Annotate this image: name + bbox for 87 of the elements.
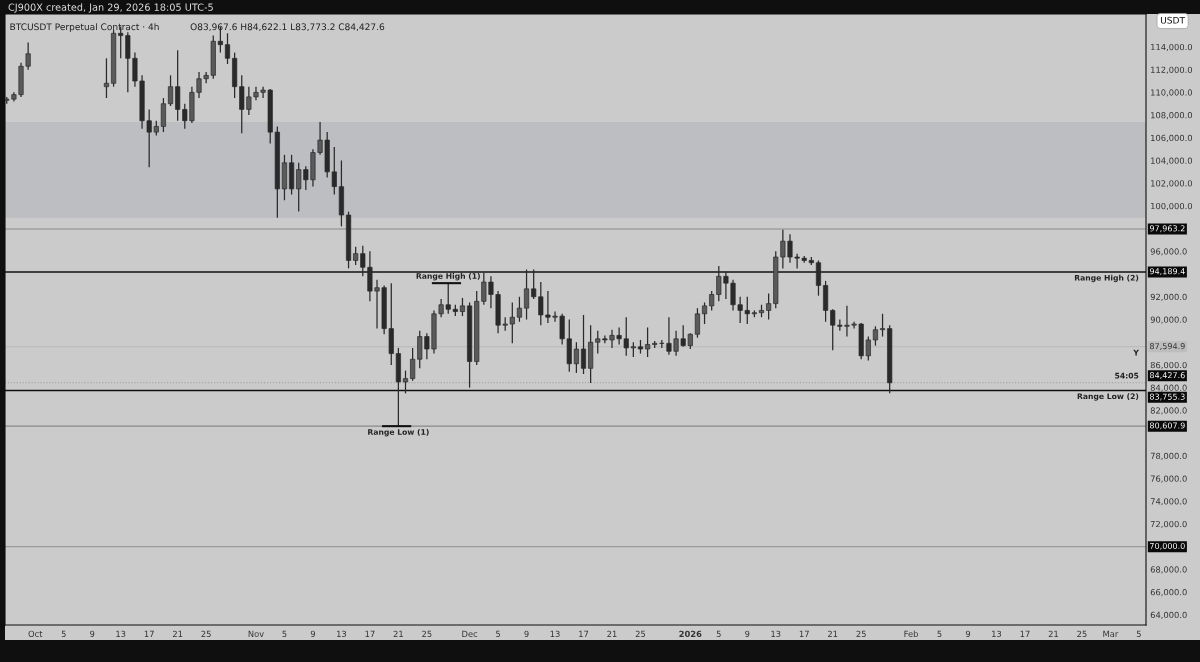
- ref-line-label: 84,427.6: [1149, 372, 1185, 379]
- x-tick-label: 13: [992, 630, 1002, 638]
- ref-line-label: 80,607.9: [1149, 422, 1185, 430]
- candlestick: [516, 296, 522, 323]
- candlestick: [459, 297, 466, 317]
- x-tick-label: Oct: [28, 630, 43, 638]
- y-tick-label: 74,000.0: [1150, 498, 1187, 506]
- x-tick-label: 9: [310, 630, 316, 638]
- candlestick: [815, 259, 822, 297]
- x-tick-label: 9: [965, 630, 971, 638]
- y-tick-label: 86,000.0: [1150, 361, 1187, 370]
- candlestick: [645, 326, 651, 358]
- x-tick-label: 9: [90, 630, 95, 638]
- y-tick-label: 110,000.0: [1151, 89, 1193, 97]
- x-tick-label: 21: [393, 630, 403, 637]
- x-tick-label: 13: [337, 630, 347, 638]
- y-tick-label: 112,000.0: [1151, 66, 1193, 74]
- candlestick: [872, 325, 878, 347]
- x-tick-label: 13: [116, 630, 126, 638]
- ref-line-label: 83,755.3: [1149, 393, 1185, 401]
- x-tick-label: 17: [799, 630, 809, 637]
- candlestick: [880, 313, 886, 338]
- x-tick-label: 13: [771, 630, 781, 638]
- text: O83,967.6 H84,622.1 L83,773.2 C84,427.6: [190, 23, 385, 32]
- y-tick-label: 96,000.0: [1150, 248, 1187, 256]
- y-tick-label: 82,000.0: [1150, 407, 1187, 415]
- y-tick-label: 68,000.0: [1150, 566, 1187, 574]
- candlestick: [580, 314, 587, 375]
- x-tick-label: Mar: [1103, 630, 1119, 638]
- x-tick-label: 25: [1077, 630, 1087, 638]
- x-tick-label: 21: [607, 630, 617, 637]
- x-tick-label: Nov: [248, 630, 264, 638]
- y-tick-label: 90,000.0: [1150, 316, 1187, 324]
- y-tick-label: 78,000.0: [1150, 452, 1187, 460]
- candlestick: [160, 97, 166, 133]
- text: CJ900X created, Jan 29, 2026 18:05 UTC-5: [8, 3, 213, 13]
- x-tick-label: 13: [550, 630, 560, 638]
- candlestick: [702, 301, 708, 325]
- y-tick-label: 64,000.0: [1150, 611, 1187, 619]
- x-tick-label: 17: [144, 630, 154, 637]
- text: BTCUSDT Perpetual Contract · 4h: [10, 23, 159, 32]
- candlestick: [410, 347, 416, 382]
- x-tick-label: 9: [745, 630, 750, 638]
- x-tick-label: 5: [61, 630, 66, 638]
- x-tick-label: 17: [579, 630, 589, 637]
- text: USDT: [1160, 16, 1186, 24]
- y-tick-label: 76,000.0: [1150, 475, 1187, 483]
- candlestick: [224, 32, 231, 65]
- ref-line-label: 87,594.9: [1149, 343, 1185, 350]
- x-tick-label: 9: [524, 630, 529, 638]
- candlestick: [694, 307, 700, 339]
- x-tick-label: 25: [201, 630, 211, 638]
- x-tick-label: 5: [716, 630, 721, 638]
- x-tick-label: Dec: [462, 630, 478, 638]
- x-tick-label: 17: [365, 630, 375, 637]
- y-tick-label: 106,000.0: [1151, 134, 1193, 142]
- candlestick: [573, 341, 579, 374]
- y-tick-label: 104,000.0: [1151, 157, 1193, 165]
- x-tick-label: 5: [1136, 630, 1141, 638]
- x-tick-label: 5: [282, 630, 287, 638]
- y-tick-label: 92,000.0: [1150, 293, 1187, 301]
- x-tick-label: 5: [937, 630, 942, 638]
- candlestick: [402, 369, 409, 394]
- x-tick-label: 25: [422, 630, 432, 638]
- candlestick: [103, 57, 110, 99]
- x-tick-label: 5: [496, 630, 500, 638]
- candlestick: [523, 268, 530, 321]
- y-tick-label: 100,000.0: [1151, 202, 1193, 211]
- y-tick-label: 84,000.0: [1150, 384, 1187, 392]
- y-tick-label: 66,000.0: [1150, 589, 1187, 597]
- y-tick-label: 114,000.0: [1151, 43, 1193, 52]
- y-tick-label: 72,000.0: [1150, 520, 1187, 529]
- x-tick-label: 25: [856, 630, 866, 638]
- y-tick-label: 102,000.0: [1151, 180, 1193, 188]
- x-tick-label: 17: [1020, 630, 1030, 637]
- x-tick-label: 21: [1048, 630, 1058, 637]
- ref-line-label: 94,189.4: [1149, 268, 1185, 276]
- x-tick-label: 21: [828, 630, 838, 637]
- x-tick-label: 2026: [679, 630, 702, 638]
- y-tick-label: 108,000.0: [1151, 112, 1193, 120]
- x-tick-label: Feb: [904, 630, 918, 638]
- candlestick: [167, 74, 174, 107]
- y-tick-label: 70,000.0: [1150, 543, 1187, 551]
- candlestick: [766, 292, 772, 321]
- ref-line-label: 97,963.2: [1149, 225, 1185, 233]
- x-tick-label: 21: [172, 630, 183, 637]
- x-tick-label: 25: [635, 630, 646, 638]
